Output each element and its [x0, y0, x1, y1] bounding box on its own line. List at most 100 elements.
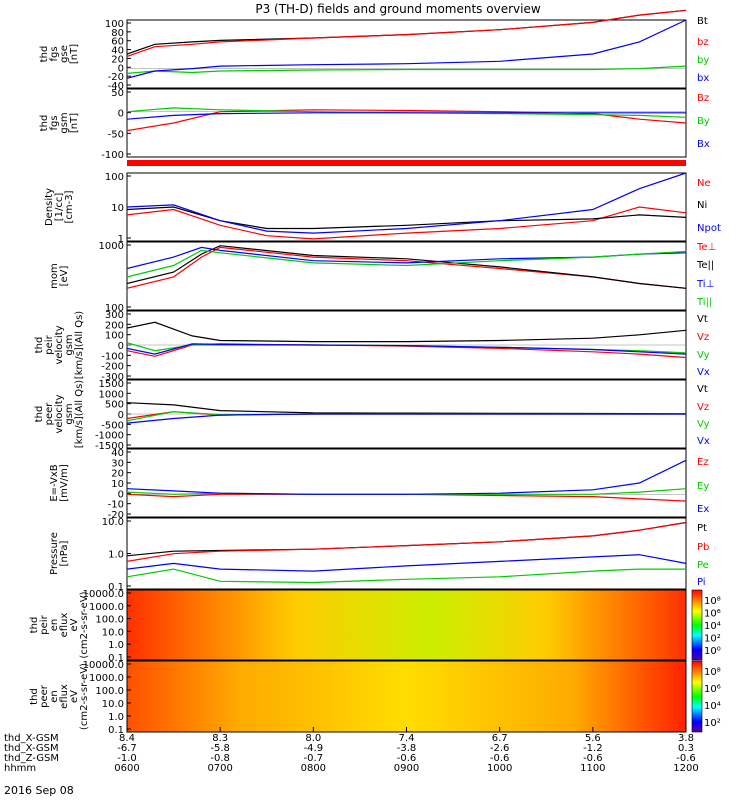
y-tick-label: 30 [111, 458, 124, 469]
y-tick-label: -1000 [95, 431, 124, 442]
y-tick-label: 300 [105, 310, 124, 321]
legend-Te⊥: Te⊥ [696, 242, 716, 253]
y-axis-label: thd [34, 406, 45, 423]
y-tick-label: -20 [108, 510, 124, 521]
y-tick-label: 1.0 [108, 712, 124, 723]
xaxis-value: -0.7 [304, 753, 324, 764]
legend-Ti||: Ti|| [696, 297, 712, 308]
series-line-Npot [126, 172, 687, 234]
y-axis-label: fgs [49, 46, 60, 61]
legend-Ez: Ez [697, 457, 709, 468]
y-tick-label: 60 [111, 37, 124, 48]
xaxis-row-label: hhmm [4, 763, 36, 774]
y-tick-label: 40 [111, 448, 124, 459]
series-line-Ey [126, 488, 687, 495]
series-line-by [126, 65, 687, 74]
legend-Pb: Pb [697, 542, 709, 553]
series-line-Ti|| [126, 249, 687, 278]
colorbar-tick: 10⁸ [704, 596, 721, 607]
series-line-bz [126, 9, 687, 57]
xaxis-value: 0.3 [678, 743, 694, 754]
series-line-Ne [126, 206, 687, 240]
y-axis-label: [mV/m] [59, 464, 70, 502]
legend-Vt: Vt [697, 384, 708, 395]
xaxis-value: 8.0 [305, 733, 321, 744]
y-axis-label: [eV] [59, 266, 70, 287]
y-axis-label: eV [69, 618, 80, 631]
legend-Pe: Pe [697, 560, 709, 571]
y-axis-label: (cm2-s-sr-eV) [79, 591, 90, 658]
y-axis-label: [nPa] [59, 540, 70, 566]
legend-Ne: Ne [697, 178, 711, 189]
y-tick-label: -40 [108, 81, 124, 92]
plot-title: P3 (TH-D) fields and ground moments over… [255, 2, 540, 16]
y-tick-label: 0.1 [108, 725, 124, 736]
y-tick-label: 100 [105, 303, 124, 314]
y-tick-label: 0 [118, 109, 124, 120]
colorbar-tick: 10² [704, 634, 721, 645]
xaxis-value: -0.8 [210, 753, 230, 764]
xaxis-value: -0.6 [676, 753, 696, 764]
y-axis-label: peir [44, 334, 55, 354]
panel-2: 50 0 -50 -100 thd fgs gsm [nT] Bz By Bx [39, 88, 710, 161]
legend-Ex: Ex [697, 504, 709, 515]
colorbar-tick: 10⁶ [704, 684, 721, 695]
y-tick-label: 20 [111, 54, 124, 65]
spectrogram-image [127, 590, 686, 660]
series-line-Ez [126, 493, 687, 502]
panel-frame [126, 172, 687, 242]
y-tick-label: 100 [105, 172, 124, 183]
xaxis-value: 0700 [207, 763, 232, 774]
y-tick-label: 0 [118, 341, 124, 352]
y-tick-label: -100 [101, 150, 124, 161]
series-line-Pt [126, 521, 687, 557]
y-axis-label: (cm2-s-sr-eV) [79, 663, 90, 730]
series-line-Bt [126, 9, 687, 55]
series-line-Te⊥ [126, 246, 687, 289]
panel-frame [126, 241, 687, 311]
y-axis-label: eflux [59, 613, 70, 638]
y-tick-label: 1000 [99, 241, 124, 252]
legend-bz: bz [697, 37, 709, 48]
y-tick-label: -100 [101, 351, 124, 362]
series-line-Vt [126, 402, 687, 415]
y-tick-label: 10.0 [102, 627, 124, 638]
legend-Ni: Ni [697, 200, 707, 211]
y-axis-label: eV [69, 690, 80, 703]
y-axis-label: velocity [54, 394, 65, 433]
legend-Ey: Ey [697, 481, 709, 492]
legend-Vt: Vt [697, 314, 708, 325]
y-tick-label: 10000.0 [83, 660, 124, 671]
legend-by: by [697, 55, 709, 66]
y-tick-label: 10.0 [102, 699, 124, 710]
legend-Ti⊥: Ti⊥ [696, 279, 714, 290]
y-axis-label: en [49, 690, 60, 703]
y-axis-label: thd [29, 688, 40, 705]
legend-Npot: Npot [697, 223, 721, 234]
series-line-Te|| [126, 245, 687, 289]
y-tick-label: 1 [118, 234, 124, 245]
xaxis-value: -1.0 [117, 753, 137, 764]
legend-Vx: Vx [697, 436, 710, 447]
series-line-Pb [126, 521, 687, 562]
legend-By: By [697, 116, 710, 127]
xaxis-value: 6.7 [492, 733, 508, 744]
legend-Bt: Bt [697, 16, 708, 27]
y-tick-label: 0 [118, 410, 124, 421]
legend-Vy: Vy [697, 350, 710, 361]
series-line-Ex [126, 459, 687, 495]
legend-Vz: Vz [697, 332, 709, 343]
separator-band [127, 160, 686, 166]
y-axis-label: mom [49, 263, 60, 289]
xaxis-value: 8.3 [212, 733, 228, 744]
xaxis-value: -4.9 [304, 743, 324, 754]
legend-Vz: Vz [697, 402, 709, 413]
series-line-Bz [126, 109, 687, 132]
xaxis-value: -0.6 [397, 753, 417, 764]
y-tick-label: 80 [111, 28, 124, 39]
y-axis-label: peer [44, 402, 55, 426]
y-tick-label: -1500 [95, 441, 124, 452]
series-line-bx [126, 19, 687, 79]
